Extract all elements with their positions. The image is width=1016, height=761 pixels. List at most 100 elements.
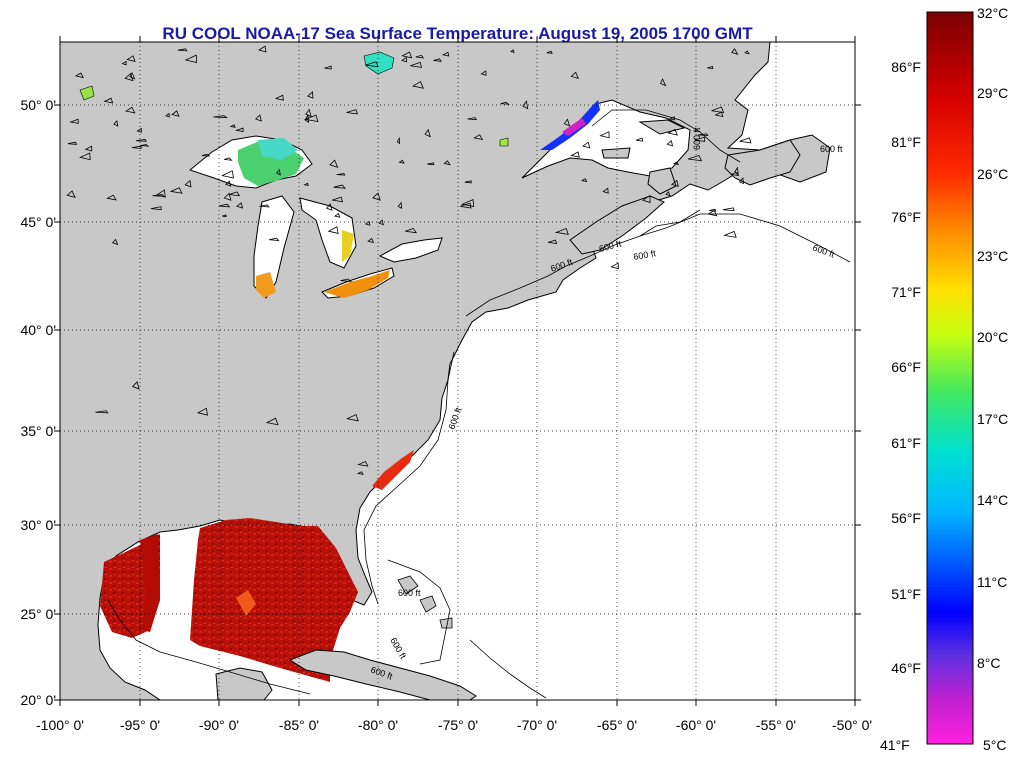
small-lake <box>225 180 232 187</box>
small-lake <box>333 184 347 189</box>
small-lake <box>398 159 405 164</box>
small-lake <box>714 111 724 118</box>
small-lake <box>177 48 188 52</box>
small-lake <box>346 109 359 115</box>
small-lakes <box>66 45 752 475</box>
small-lake <box>570 71 579 80</box>
carolina-sst <box>372 450 414 490</box>
lake-michigan-sst <box>256 272 276 298</box>
small-lake <box>636 137 644 142</box>
small-lake <box>357 460 369 467</box>
lon-label: -95° 0' <box>120 717 160 733</box>
colorbar-celsius-labels: 32°C 29°C 26°C 23°C 20°C 17°C 14°C 11°C … <box>977 5 1008 753</box>
small-lake <box>694 136 706 142</box>
gulf-sst-strip <box>140 534 160 632</box>
longitude-labels: -100° 0' -95° 0' -90° 0' -85° 0' -80° 0'… <box>36 717 872 733</box>
small-lake <box>441 51 450 57</box>
contour-label: 600 ft <box>692 127 702 150</box>
small-lake <box>396 136 401 145</box>
fahrenheit-label: 86°F <box>891 59 921 75</box>
small-lake <box>739 137 752 144</box>
st-lawrence-sst <box>540 100 600 150</box>
small-lake <box>121 60 127 66</box>
small-lake <box>69 118 79 124</box>
small-lake <box>129 71 136 80</box>
small-lake <box>67 141 78 145</box>
small-lake <box>340 278 353 282</box>
land-nova-scotia <box>569 195 665 255</box>
small-lake <box>610 262 619 270</box>
small-lake <box>126 55 136 62</box>
fahrenheit-label: 51°F <box>891 586 921 602</box>
small-lake <box>324 65 332 70</box>
lon-label: -85° 0' <box>279 717 319 733</box>
small-lake <box>397 201 403 209</box>
celsius-label: 20°C <box>977 329 1008 345</box>
small-lake <box>184 179 192 188</box>
celsius-label: 11°C <box>977 574 1007 590</box>
fahrenheit-label: 56°F <box>891 510 921 526</box>
small-lake <box>464 180 472 184</box>
map-title: RU COOL NOAA-17 Sea Surface Temperature:… <box>162 24 753 43</box>
small-lake <box>427 162 435 166</box>
small-lake <box>236 202 244 209</box>
celsius-label: 23°C <box>977 248 1008 264</box>
small-lake <box>424 128 431 138</box>
small-lake <box>274 94 284 101</box>
small-lake <box>269 237 280 242</box>
small-lake <box>443 160 451 166</box>
small-lake <box>697 133 709 136</box>
lon-label: -75° 0' <box>438 717 478 733</box>
land-cuba <box>288 649 477 700</box>
small-lake <box>401 51 413 59</box>
contour-label: 600 ft <box>633 248 657 262</box>
lat-label: 45° 0' <box>20 214 56 230</box>
small-lake <box>582 141 591 149</box>
small-lake <box>668 116 675 121</box>
small-lake <box>111 238 119 246</box>
contour-label: 600 ft <box>398 588 421 598</box>
small-lake <box>103 97 114 104</box>
hudson-bay-inlet-sst <box>363 51 395 75</box>
small-lake <box>364 220 371 226</box>
small-lake <box>729 172 740 177</box>
gulf-sst-hotspot <box>236 590 256 616</box>
small-lake <box>234 127 244 133</box>
small-lake <box>218 203 231 208</box>
small-lake <box>229 191 241 197</box>
lake-erie-sst <box>324 270 390 298</box>
celsius-label: 5°C <box>983 737 1007 753</box>
pei-island <box>601 147 631 159</box>
small-lake <box>221 170 234 179</box>
small-lake <box>687 154 703 162</box>
small-lake <box>113 120 119 127</box>
fahrenheit-label: 41°F <box>880 737 910 753</box>
small-lake <box>480 70 487 76</box>
gulf-sst-central <box>190 518 358 682</box>
lon-label: -50° 0' <box>832 717 872 733</box>
lon-label: -80° 0' <box>358 717 398 733</box>
small-lake <box>602 187 609 194</box>
small-lake <box>372 192 381 201</box>
small-lake <box>707 66 714 69</box>
small-lake <box>731 48 739 55</box>
small-lake <box>666 140 674 147</box>
lake-sst-small <box>499 137 509 147</box>
small-lake <box>734 166 739 175</box>
small-lake <box>580 178 588 183</box>
celsius-label: 26°C <box>977 166 1008 182</box>
small-lake <box>66 190 76 199</box>
small-lake <box>165 112 170 118</box>
small-lake <box>411 81 425 89</box>
small-lake <box>410 61 423 68</box>
celsius-label: 17°C <box>977 411 1008 427</box>
small-lake <box>304 114 310 124</box>
lon-label: -60° 0' <box>676 717 716 733</box>
small-lake <box>500 101 510 105</box>
small-lake <box>303 114 319 122</box>
small-lake <box>140 144 150 147</box>
small-lake <box>711 106 725 114</box>
small-lake <box>326 203 333 211</box>
contour-lines <box>107 109 851 699</box>
lake-huron-sst <box>342 230 354 262</box>
